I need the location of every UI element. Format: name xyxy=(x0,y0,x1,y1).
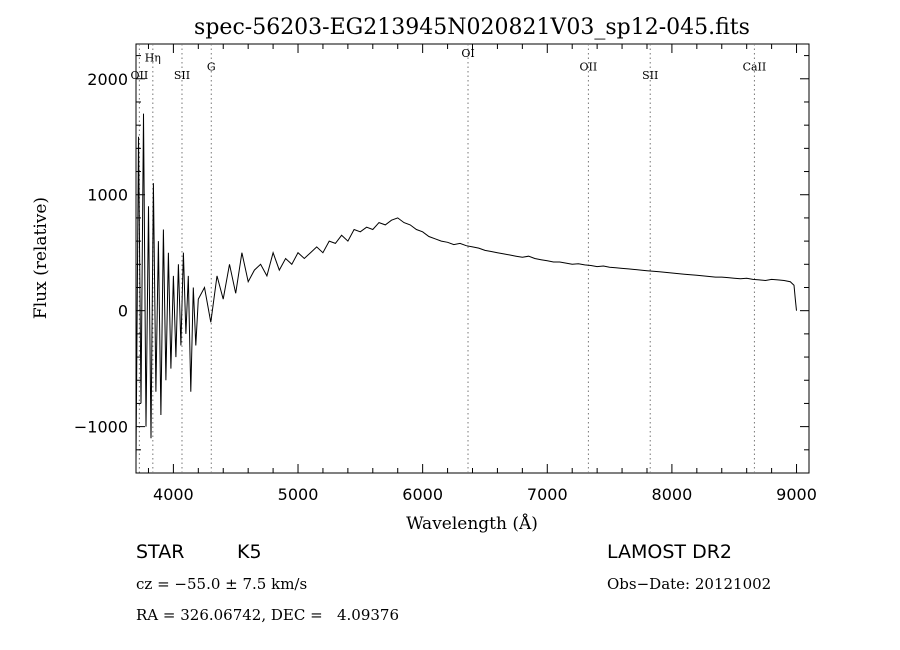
y-tick-label: −1000 xyxy=(74,418,128,437)
spectral-line-label: OI xyxy=(461,47,474,60)
x-tick-label: 7000 xyxy=(527,485,568,504)
spectral-line-label: SII xyxy=(642,69,658,82)
spectrum-group xyxy=(135,113,797,462)
spectral-lines-group: OII Hη SII G OI OII SII CaII xyxy=(131,44,767,473)
ra-dec-coordinates: RA = 326.06742, DEC = 4.09376 xyxy=(136,606,399,624)
y-axis-ticks: −1000 0 1000 2000 xyxy=(74,55,809,474)
object-class: STAR xyxy=(136,541,184,563)
x-axis-label: Wavelength (Å) xyxy=(406,513,538,534)
x-tick-label: 9000 xyxy=(776,485,817,504)
survey-name: LAMOST DR2 xyxy=(607,541,732,563)
spectral-line-label: Hη xyxy=(145,51,161,64)
spectral-line-label: OII xyxy=(580,61,598,74)
plot-frame xyxy=(135,43,810,474)
y-tick-label: 2000 xyxy=(87,70,128,89)
y-tick-label: 0 xyxy=(118,302,128,321)
observation-date: Obs−Date: 20121002 xyxy=(607,575,771,593)
y-axis-label: Flux (relative) xyxy=(31,197,51,319)
y-tick-label: 1000 xyxy=(87,186,128,205)
spectral-line-label: OII xyxy=(131,69,149,82)
x-tick-label: 5000 xyxy=(278,485,319,504)
x-tick-label: 6000 xyxy=(402,485,443,504)
chart-title: spec-56203-EG213945N020821V03_sp12-045.f… xyxy=(194,15,750,40)
spectral-line-label: CaII xyxy=(743,61,767,74)
spectral-line-label: G xyxy=(207,61,216,74)
redshift-cz: cz = −55.0 ± 7.5 km/s xyxy=(136,575,307,593)
x-axis-ticks: 4000 5000 6000 7000 8000 9000 xyxy=(147,44,817,504)
spectral-line-label: SII xyxy=(174,69,190,82)
x-tick-label: 8000 xyxy=(652,485,693,504)
spectrum-series-line xyxy=(135,113,797,462)
object-subclass: K5 xyxy=(237,541,262,563)
x-tick-label: 4000 xyxy=(153,485,194,504)
